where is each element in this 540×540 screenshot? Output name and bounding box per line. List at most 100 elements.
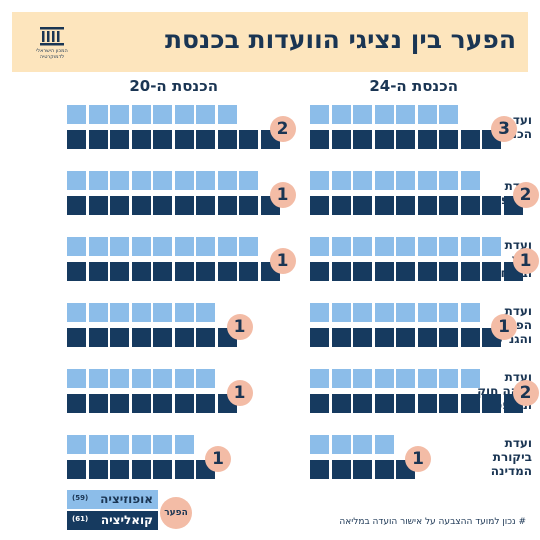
coalition-seat-square <box>310 130 329 149</box>
coalition-seat-square <box>353 394 372 413</box>
column-header-k24: הכנסת ה-24 <box>369 77 458 95</box>
opposition-seat-square <box>110 303 129 322</box>
opposition-seat-square <box>331 105 351 124</box>
opposition-seat-square <box>310 369 329 388</box>
opposition-seat-square <box>153 369 172 388</box>
footnote: # נכון למועד ההצבעה על אישור הועדה במליא… <box>339 517 526 527</box>
coalition-seat-square <box>67 130 86 149</box>
coalition-seat-square <box>196 196 215 215</box>
gap-bubble: 2 <box>512 182 539 208</box>
coalition-seat-square <box>110 196 129 215</box>
coalition-seat-square <box>174 460 194 479</box>
coalition-seat-square <box>131 130 151 149</box>
coalition-seat-square <box>396 394 415 413</box>
coalition-seat-square <box>110 460 129 479</box>
opposition-seat-square <box>110 369 129 388</box>
coalition-seat-square <box>174 196 194 215</box>
opposition-seat-square <box>353 237 372 256</box>
opposition-seat-square <box>153 303 172 322</box>
opposition-seat-square <box>131 435 151 454</box>
coalition-seat-square <box>67 262 86 281</box>
opposition-seat-square <box>460 369 480 388</box>
coalition-seat-square <box>196 328 215 347</box>
legend-coalition-count: (61) <box>72 515 89 523</box>
coalition-seat-square <box>417 394 437 413</box>
coalition-seat-square <box>110 328 129 347</box>
opposition-seat-square <box>217 237 237 256</box>
coalition-seat-square <box>153 328 172 347</box>
coalition-seat-square <box>310 460 329 479</box>
coalition-seat-square <box>331 130 351 149</box>
coalition-seat-square <box>67 196 86 215</box>
opposition-seat-square <box>417 171 437 190</box>
opposition-seat-square <box>417 303 437 322</box>
opposition-seat-square <box>67 303 86 322</box>
opposition-seat-square <box>439 171 458 190</box>
coalition-seat-square <box>110 130 129 149</box>
opposition-seat-square <box>131 369 151 388</box>
coalition-seat-square <box>110 262 129 281</box>
opposition-seat-square <box>439 237 458 256</box>
coalition-seat-square <box>482 394 501 413</box>
coalition-seat-square <box>131 196 151 215</box>
opposition-seat-square <box>131 303 151 322</box>
opposition-seat-square <box>88 171 108 190</box>
gap-bubble: 2 <box>269 116 296 142</box>
gap-bubble: 1 <box>269 182 296 208</box>
opposition-seat-square <box>110 237 129 256</box>
gap-bubble: 1 <box>226 314 253 340</box>
coalition-seat-square <box>417 196 437 215</box>
coalition-seat-square <box>353 460 372 479</box>
opposition-seat-square <box>110 171 129 190</box>
coalition-seat-square <box>353 130 372 149</box>
coalition-seat-square <box>174 130 194 149</box>
gap-bubble: 1 <box>205 446 231 472</box>
coalition-seat-square <box>196 262 215 281</box>
opposition-seat-square <box>460 171 480 190</box>
gap-bubble: 2 <box>512 380 539 406</box>
coalition-seat-square <box>217 130 237 149</box>
coalition-seat-square <box>310 394 329 413</box>
legend: אופוזיציה (59) קואליציה (61) <box>67 490 158 532</box>
idi-logo: המכון הישראלי לדמוקרטיה <box>22 26 82 60</box>
opposition-seat-square <box>374 105 394 124</box>
opposition-seat-square <box>239 237 258 256</box>
opposition-seat-square <box>174 303 194 322</box>
opposition-seat-square <box>131 237 151 256</box>
opposition-seat-square <box>417 369 437 388</box>
coalition-seat-square <box>67 394 86 413</box>
opposition-seat-square <box>88 237 108 256</box>
opposition-seat-square <box>88 303 108 322</box>
coalition-seat-square <box>196 394 215 413</box>
coalition-seat-square <box>374 262 394 281</box>
coalition-seat-square <box>374 328 394 347</box>
coalition-seat-square <box>331 328 351 347</box>
opposition-seat-square <box>174 369 194 388</box>
opposition-seat-square <box>196 303 215 322</box>
coalition-seat-square <box>310 262 329 281</box>
coalition-seat-square <box>460 196 480 215</box>
coalition-seat-square <box>460 328 480 347</box>
opposition-seat-square <box>331 303 351 322</box>
opposition-seat-square <box>374 171 394 190</box>
coalition-seat-square <box>131 262 151 281</box>
legend-opposition-count: (59) <box>72 494 89 502</box>
opposition-seat-square <box>331 237 351 256</box>
opposition-seat-square <box>153 237 172 256</box>
opposition-seat-square <box>174 171 194 190</box>
coalition-seat-square <box>153 196 172 215</box>
coalition-seat-square <box>439 130 458 149</box>
coalition-seat-square <box>131 394 151 413</box>
opposition-seat-square <box>331 171 351 190</box>
opposition-seat-square <box>310 105 329 124</box>
coalition-seat-square <box>131 328 151 347</box>
gap-bubble: 3 <box>491 116 517 142</box>
coalition-seat-square <box>482 196 501 215</box>
coalition-seat-square <box>153 262 172 281</box>
coalition-seat-square <box>331 262 351 281</box>
coalition-seat-square <box>374 196 394 215</box>
logo-line: המכון הישראלי <box>36 48 68 54</box>
coalition-seat-square <box>153 130 172 149</box>
opposition-seat-square <box>396 171 415 190</box>
opposition-seat-square <box>353 369 372 388</box>
